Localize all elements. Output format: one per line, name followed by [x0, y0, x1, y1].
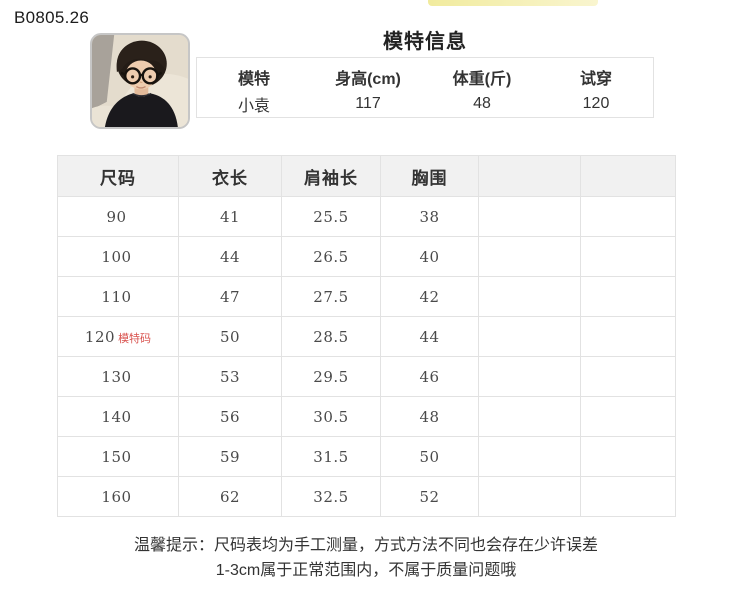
- length-cell: 47: [178, 276, 282, 317]
- empty-cell: [478, 396, 581, 437]
- model-size-tag: 模特码: [118, 332, 152, 345]
- model-info-header: 体重(斤): [452, 71, 512, 88]
- sleeve-cell: 25.5: [281, 196, 381, 237]
- sleeve-cell: 32.5: [281, 476, 381, 517]
- empty-cell: [478, 236, 581, 277]
- size-table-header-row: 尺码 衣长 肩袖长 胸围: [57, 155, 676, 197]
- model-photo-illustration: [92, 35, 188, 127]
- size-cell: 150: [57, 436, 179, 477]
- empty-cell: [478, 196, 581, 237]
- size-value: 130: [101, 367, 132, 386]
- size-cell: 120 模特码: [57, 316, 179, 357]
- size-cell: 90: [57, 196, 179, 237]
- length-column-header: 衣长: [178, 155, 282, 197]
- length-cell: 59: [178, 436, 282, 477]
- size-value: 160: [101, 487, 132, 506]
- empty-cell: [478, 436, 581, 477]
- sleeve-cell: 27.5: [281, 276, 381, 317]
- size-row: 120 模特码 50 28.5 44: [57, 316, 676, 357]
- sleeve-cell: 30.5: [281, 396, 381, 437]
- empty-cell: [478, 276, 581, 317]
- model-photo: [90, 33, 190, 129]
- size-row: 110 47 27.5 42: [57, 276, 676, 317]
- size-row: 100 44 26.5 40: [57, 236, 676, 277]
- model-height-value: 117: [355, 94, 381, 112]
- length-cell: 44: [178, 236, 282, 277]
- length-cell: 56: [178, 396, 282, 437]
- size-value: 100: [101, 247, 132, 266]
- length-cell: 41: [178, 196, 282, 237]
- length-cell: 53: [178, 356, 282, 397]
- chest-cell: 52: [380, 476, 479, 517]
- size-cell: 140: [57, 396, 179, 437]
- empty-cell: [580, 396, 676, 437]
- chest-cell: 48: [380, 396, 479, 437]
- model-weight-value: 48: [473, 94, 491, 112]
- empty-cell: [478, 476, 581, 517]
- chest-cell: 46: [380, 356, 479, 397]
- model-info-header: 试穿: [579, 71, 612, 88]
- size-table: 尺码 衣长 肩袖长 胸围 90 41 25.5 38 100 44 26.5: [57, 155, 676, 517]
- size-row: 140 56 30.5 48: [57, 396, 676, 437]
- model-info-header: 身高(cm): [335, 71, 401, 88]
- footnote-line1: 温馨提示：尺码表均为手工测量，方式方法不同也会存在少许误差: [133, 537, 598, 554]
- chest-cell: 40: [380, 236, 479, 277]
- product-code: B0805.26: [14, 8, 90, 27]
- size-column-header: 尺码: [57, 155, 179, 197]
- size-cell: 160: [57, 476, 179, 517]
- sleeve-cell: 26.5: [281, 236, 381, 277]
- size-cell: 130: [57, 356, 179, 397]
- size-value: 110: [101, 287, 132, 306]
- model-name-value: 小袁: [237, 97, 270, 115]
- size-row: 160 62 32.5 52: [57, 476, 676, 517]
- empty-cell: [580, 276, 676, 317]
- length-cell: 62: [178, 476, 282, 517]
- chest-column-header: 胸围: [380, 155, 479, 197]
- chest-cell: 50: [380, 436, 479, 477]
- size-cell: 110: [57, 276, 179, 317]
- chest-cell: 38: [380, 196, 479, 237]
- empty-cell: [580, 476, 676, 517]
- footnote: 温馨提示：尺码表均为手工测量，方式方法不同也会存在少许误差 1-3cm属于正常范…: [37, 533, 695, 583]
- model-info-box: 模特 身高(cm) 体重(斤) 试穿 小袁 117 48 120: [196, 57, 654, 118]
- size-value: 150: [101, 447, 132, 466]
- size-value: 90: [106, 207, 127, 226]
- size-row: 90 41 25.5 38: [57, 196, 676, 237]
- chest-cell: 42: [380, 276, 479, 317]
- sleeve-cell: 29.5: [281, 356, 381, 397]
- empty-cell: [478, 356, 581, 397]
- length-cell: 50: [178, 316, 282, 357]
- size-value: 140: [101, 407, 132, 426]
- chest-cell: 44: [380, 316, 479, 357]
- empty-cell: [580, 236, 676, 277]
- model-info-title: 模特信息: [383, 31, 467, 53]
- empty-column-header: [580, 155, 676, 197]
- model-info-value-row: 小袁 117 48 120: [197, 90, 653, 117]
- empty-cell: [478, 316, 581, 357]
- model-info-header: 模特: [237, 71, 270, 88]
- empty-column-header: [478, 155, 581, 197]
- empty-cell: [580, 356, 676, 397]
- sleeve-cell: 31.5: [281, 436, 381, 477]
- size-row: 130 53 29.5 46: [57, 356, 676, 397]
- model-fit-size-value: 120: [582, 94, 610, 112]
- empty-cell: [580, 436, 676, 477]
- model-info-header-row: 模特 身高(cm) 体重(斤) 试穿: [197, 58, 653, 90]
- yellow-highlight-bar: [428, 0, 598, 6]
- size-cell: 100: [57, 236, 179, 277]
- empty-cell: [580, 196, 676, 237]
- empty-cell: [580, 316, 676, 357]
- sleeve-cell: 28.5: [281, 316, 381, 357]
- footnote-line2: 1-3cm属于正常范围内，不属于质量问题哦: [215, 562, 517, 579]
- size-row: 150 59 31.5 50: [57, 436, 676, 477]
- size-value: 120: [84, 327, 116, 346]
- sleeve-column-header: 肩袖长: [281, 155, 381, 197]
